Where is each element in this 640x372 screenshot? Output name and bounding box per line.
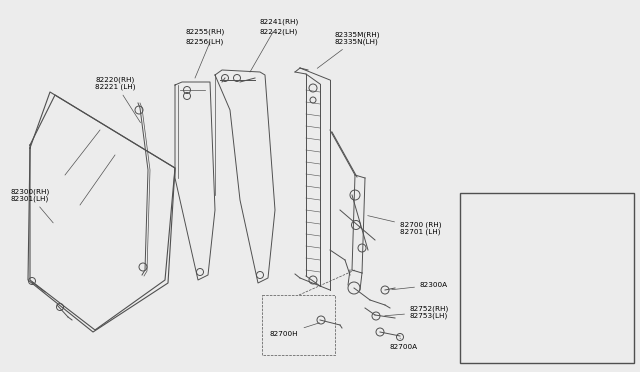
Text: 82752(RH)
82753(LH): 82752(RH) 82753(LH) [385, 305, 449, 319]
Text: 82220(RH)
82221 (LH): 82220(RH) 82221 (LH) [95, 76, 141, 123]
Text: 82242(LH): 82242(LH) [260, 28, 298, 35]
Text: 82255(RH): 82255(RH) [185, 28, 224, 35]
Text: 82335M(RH)
82335N(LH): 82335M(RH) 82335N(LH) [317, 31, 381, 68]
Text: 82763: 82763 [502, 323, 524, 330]
Text: 82256(LH): 82256(LH) [185, 38, 223, 45]
Text: 82700 (RH)
82701 (LH): 82700 (RH) 82701 (LH) [368, 216, 442, 235]
Text: 82700 (RH)
82701 (LH): 82700 (RH) 82701 (LH) [497, 282, 581, 295]
Text: 82760: 82760 [540, 339, 562, 344]
Text: 82300A: 82300A [392, 282, 448, 290]
Text: 82700H: 82700H [270, 323, 319, 337]
Text: 82241(RH): 82241(RH) [260, 18, 300, 25]
Text: 82700A: 82700A [390, 338, 418, 350]
Text: R8P3000: R8P3000 [560, 358, 589, 364]
Text: 82300(RH)
82301(LH): 82300(RH) 82301(LH) [10, 188, 53, 223]
Text: MANUAL WINDOW: MANUAL WINDOW [465, 202, 534, 211]
Bar [460, 193, 634, 363]
